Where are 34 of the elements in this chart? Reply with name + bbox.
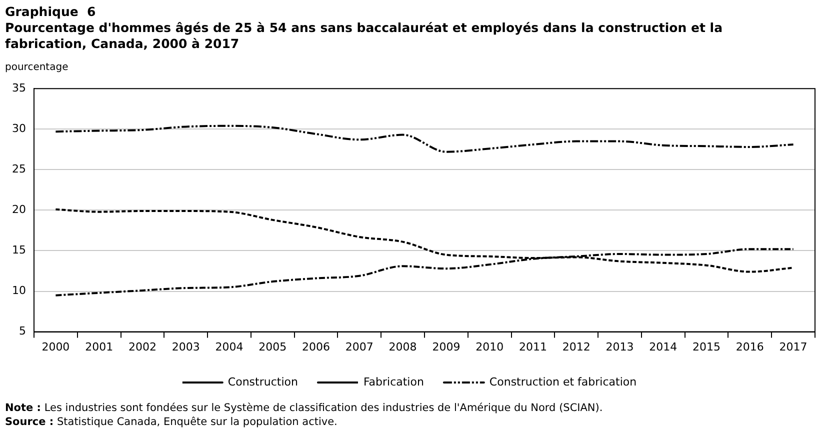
x-tick-label: 2008	[388, 340, 417, 354]
legend-label: Construction	[228, 375, 298, 388]
y-tick-label: 30	[12, 122, 26, 135]
x-tick-label: 2003	[172, 340, 200, 354]
chart-subtitle: Pourcentage d'hommes âgés de 25 à 54 ans sans baccalauréat et employés dans la construction et la fabrication, Canada, 2000 à 2017	[5, 20, 724, 52]
y-axis-title: pourcentage	[5, 62, 68, 73]
line-series	[54, 124, 794, 153]
x-tick-label: 2001	[85, 340, 114, 354]
x-tick-label: 2009	[432, 340, 460, 354]
x-tick-label: 2007	[345, 340, 374, 354]
x-tick-label: 2002	[128, 340, 156, 354]
y-tick-label: 10	[12, 284, 26, 298]
legend-label: Construction et fabrication	[489, 375, 637, 388]
chart-title: Graphique 6	[5, 4, 97, 20]
y-tick-label: 35	[12, 81, 26, 94]
source-note: Source : Statistique Canada, Enquête sur la population active.	[5, 415, 338, 429]
y-tick-label: 5	[18, 324, 26, 338]
x-tick-label: 2005	[258, 340, 287, 354]
x-tick-label: 2014	[649, 340, 678, 354]
x-tick-label: 2012	[562, 340, 590, 354]
x-tick-label: 2000	[42, 340, 70, 354]
x-tick-label: 2010	[476, 340, 504, 354]
x-tick-label: 2004	[215, 340, 244, 354]
x-tick-label: 2006	[302, 340, 330, 354]
y-tick-label: 15	[12, 244, 26, 257]
x-tick-label: 2011	[518, 340, 547, 354]
y-tick-label: 25	[12, 162, 26, 176]
x-tick-label: 2017	[779, 340, 808, 354]
text: Note : Les industries sont fondées sur le Système de classification des industries de l'Amérique du Nord (SCIAN).	[5, 401, 603, 415]
x-tick-label: 2013	[606, 340, 634, 354]
x-tick-label: 2016	[736, 340, 764, 354]
y-tick-label: 20	[12, 203, 26, 216]
legend-label: Fabrication	[363, 375, 424, 388]
x-tick-label: 2015	[692, 340, 721, 354]
